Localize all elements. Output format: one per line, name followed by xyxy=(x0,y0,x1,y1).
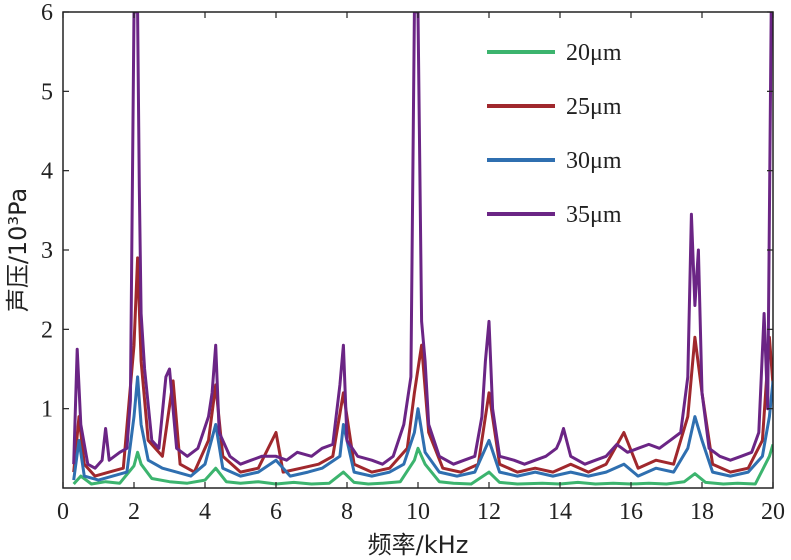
series-line-3 xyxy=(72,375,773,482)
x-tick-label: 14 xyxy=(548,499,572,525)
y-tick-label: 1 xyxy=(41,397,53,423)
y-tick-label: 6 xyxy=(41,0,53,26)
x-tick-label: 2 xyxy=(128,499,140,525)
series-line-2 xyxy=(72,256,773,478)
legend-label-2: 25μm xyxy=(566,94,622,120)
x-tick-label: 18 xyxy=(690,499,714,525)
legend-label-3: 30μm xyxy=(566,148,622,174)
series-layer xyxy=(72,12,773,486)
x-tick-label: 16 xyxy=(619,499,643,525)
x-tick-label: 0 xyxy=(57,499,69,525)
x-tick-label: 10 xyxy=(406,499,430,525)
legend: 20μm 25μm 30μm 35μm xyxy=(487,40,622,228)
x-tick-label: 12 xyxy=(477,499,501,525)
series-line-4 xyxy=(72,12,773,470)
x-tick-label: 6 xyxy=(270,499,282,525)
y-tick-label: 4 xyxy=(41,159,53,185)
x-axis-label: 频率/kHz xyxy=(368,531,469,559)
y-tick-label: 2 xyxy=(41,317,53,343)
legend-label-4: 35μm xyxy=(566,202,622,228)
y-axis-label: 声压/10³Pa xyxy=(4,188,32,312)
x-tick-label: 4 xyxy=(199,499,211,525)
x-tick-label: 20 xyxy=(761,499,785,525)
y-tick-label: 3 xyxy=(41,238,53,264)
y-tick-label: 5 xyxy=(41,79,53,105)
series-line-1 xyxy=(72,443,773,486)
x-tick-label: 8 xyxy=(341,499,353,525)
legend-label-1: 20μm xyxy=(566,40,622,66)
